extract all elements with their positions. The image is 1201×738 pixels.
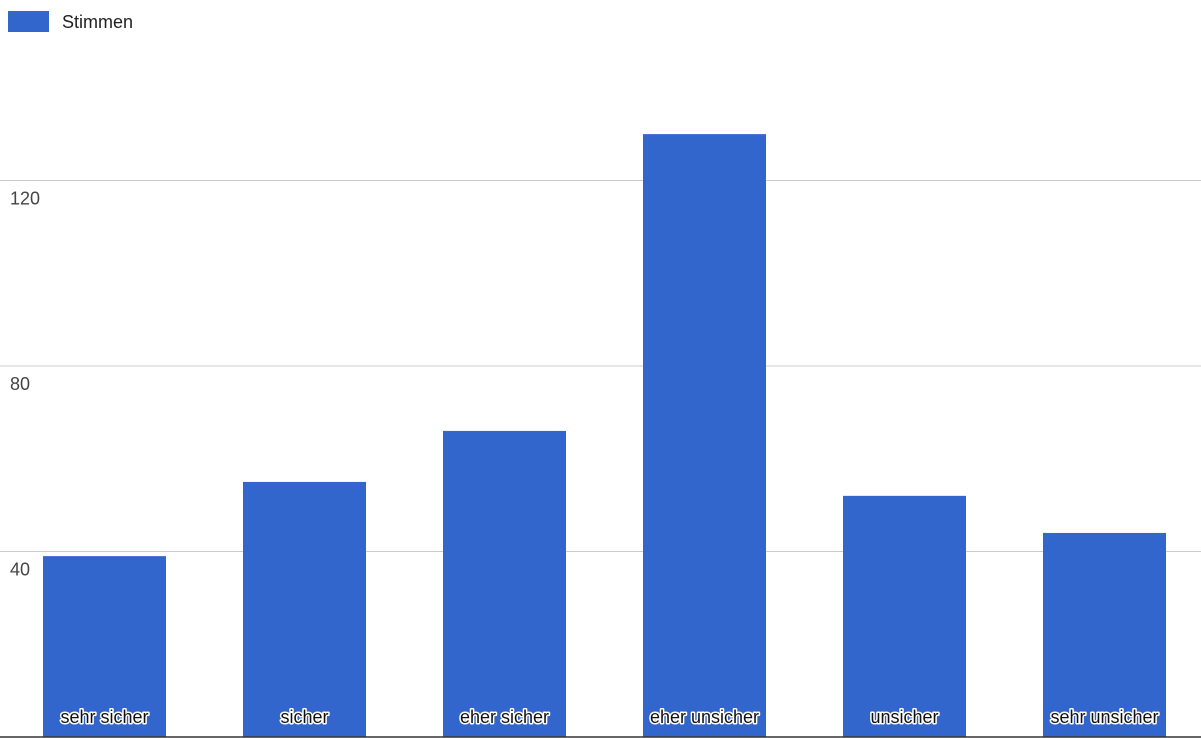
category-label-sehr-unsicher: sehr unsicher [1050,707,1158,727]
legend-swatch [8,11,49,32]
category-label-eher-sicher: eher sicher [460,707,549,727]
legend: Stimmen [8,11,133,32]
legend-label-stimmen: Stimmen [62,12,133,32]
bar-eher-unsicher [643,134,766,737]
bar-sehr-unsicher [1043,532,1166,737]
category-label-sehr-sicher: sehr sicher [60,707,148,727]
bar-sehr-sicher [43,556,166,737]
bar-eher-sicher [443,430,566,737]
bar-unsicher [843,495,966,737]
y-tick-label-80: 80 [10,374,30,394]
y-tick-label-40: 40 [10,560,30,580]
y-tick-label-120: 120 [10,189,40,209]
bar-sicher [243,481,366,737]
category-label-unsicher: unsicher [870,707,938,727]
category-label-eher-unsicher: eher unsicher [650,707,759,727]
category-label-sicher: sicher [280,707,328,727]
y-axis-tick-labels: 40 80 120 [10,189,40,580]
x-axis-category-labels: sehr sicher sicher eher sicher eher unsiche… [59,706,1160,729]
bars [43,134,1166,737]
gridlines [0,180,1201,552]
